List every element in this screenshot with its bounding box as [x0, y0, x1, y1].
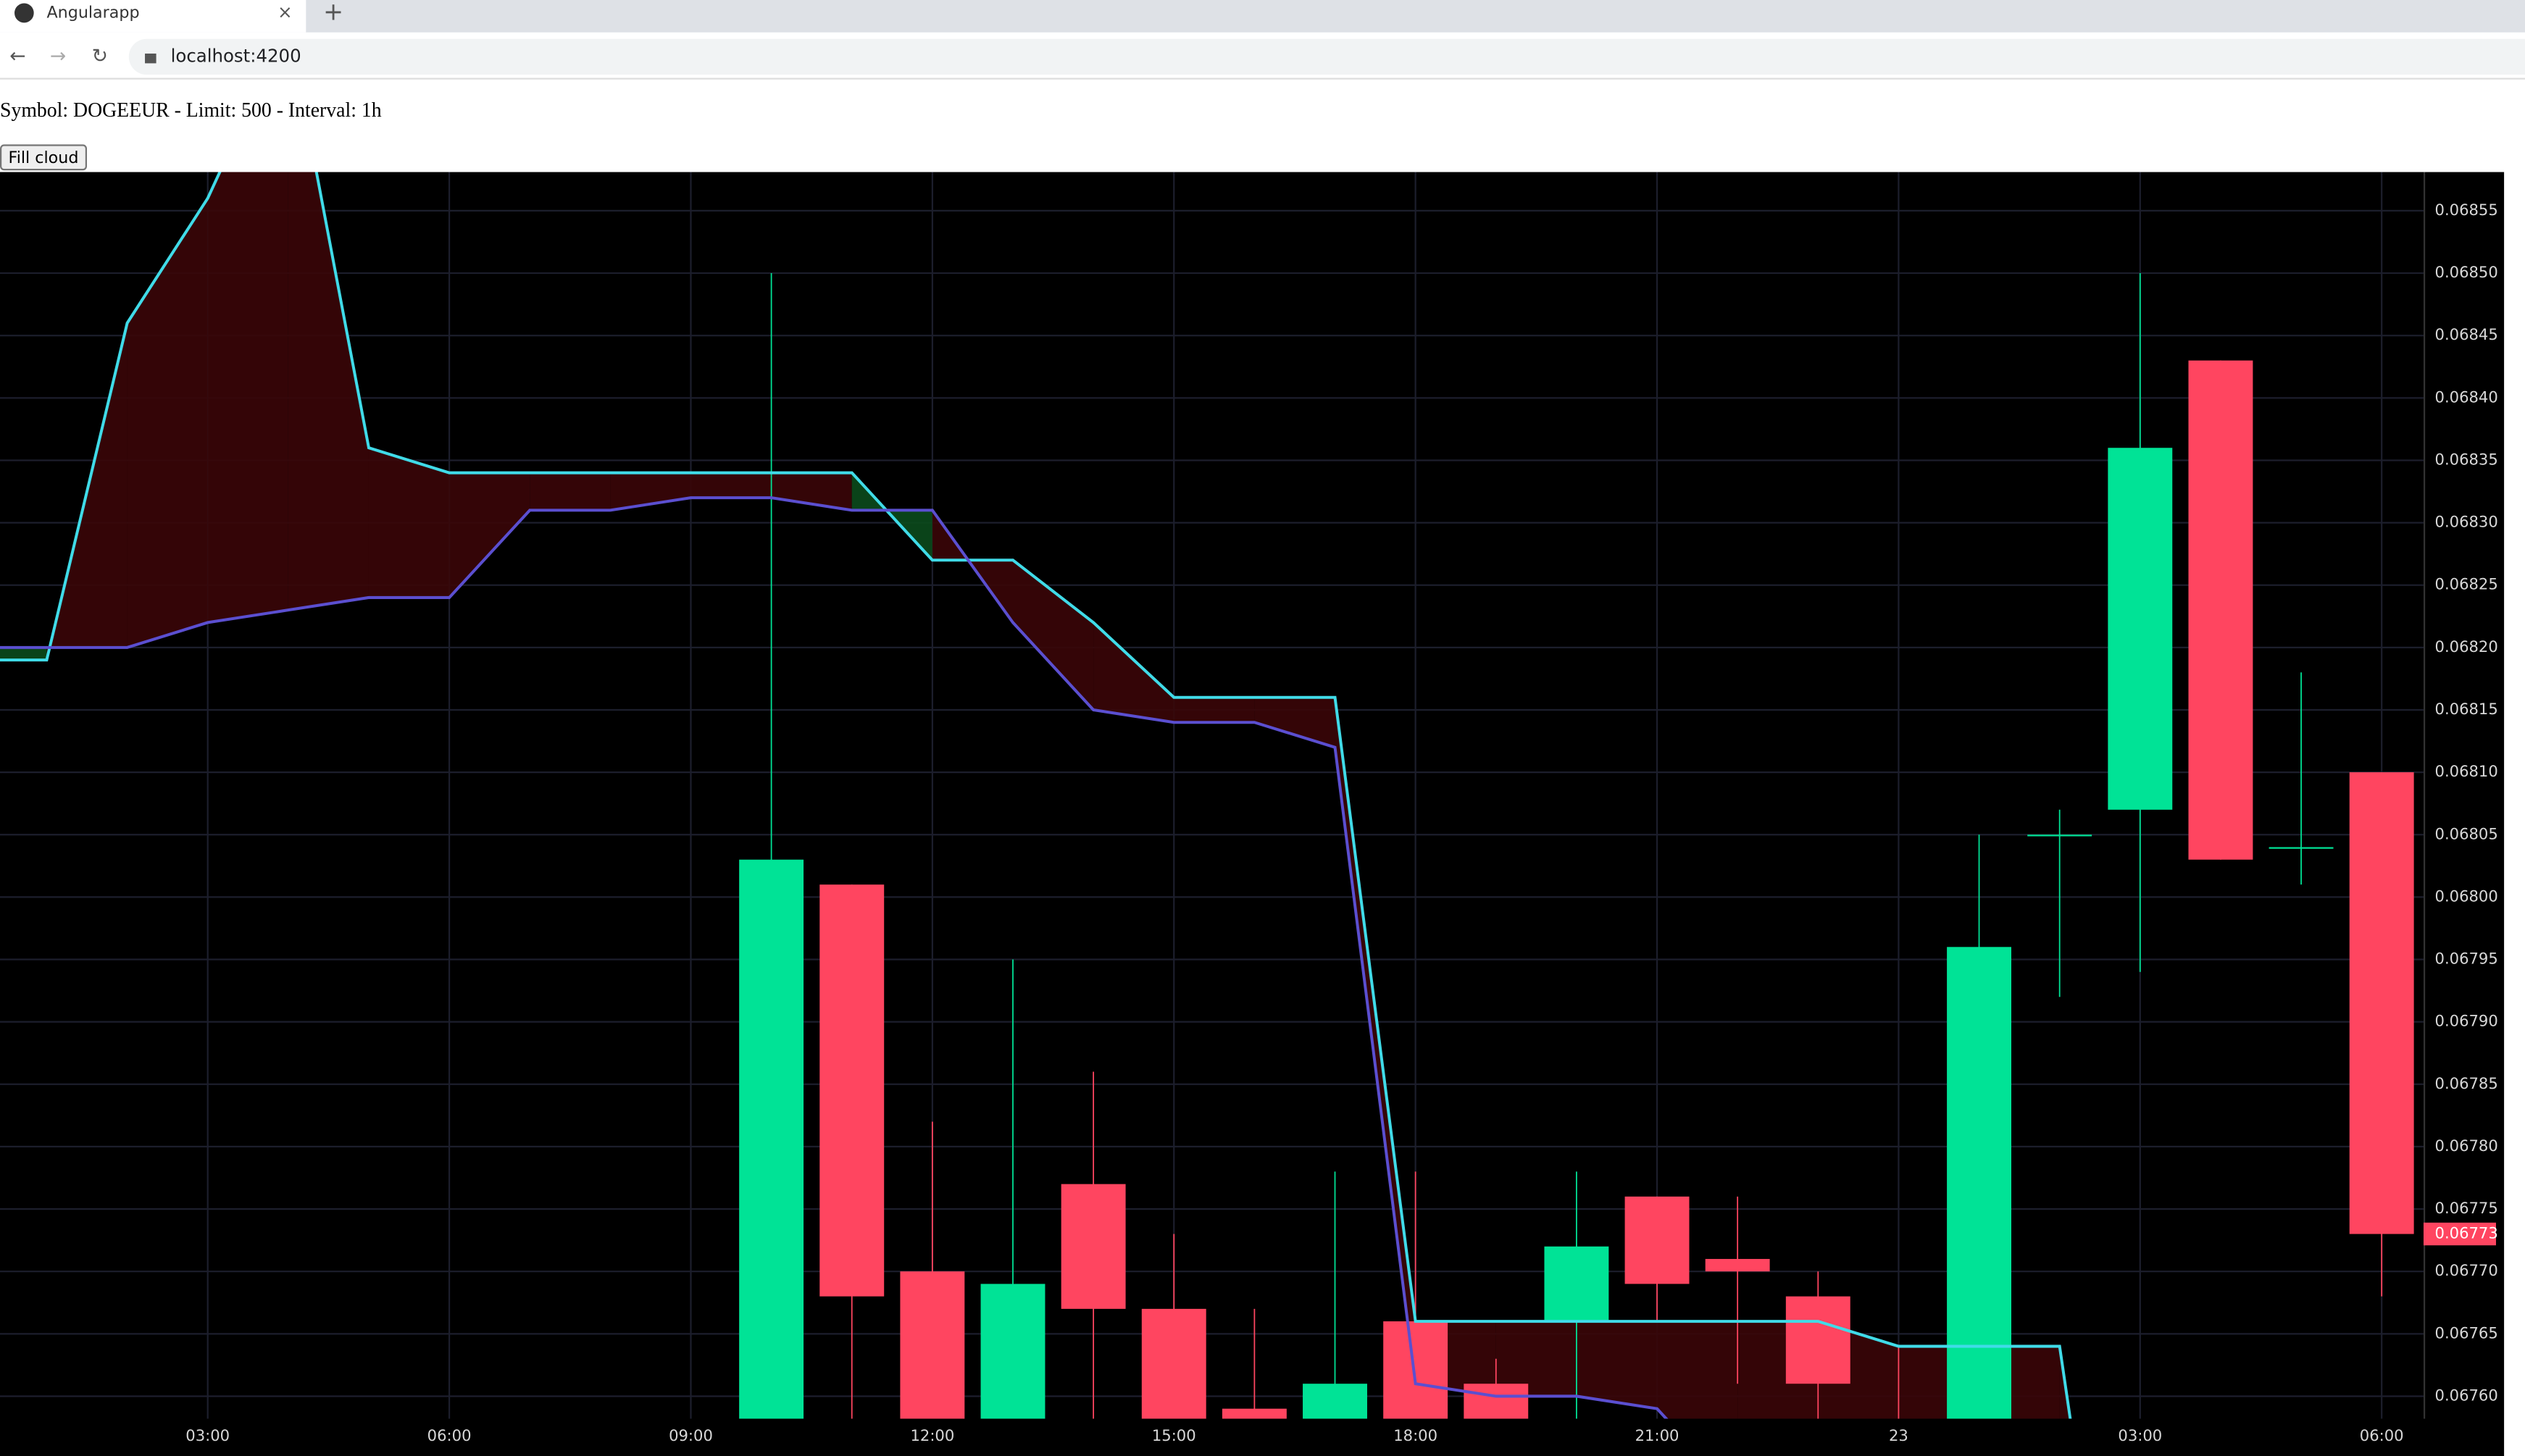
line-series	[0, 496, 1669, 1419]
lock-icon	[145, 53, 156, 64]
candle-body	[1705, 1258, 1770, 1272]
x-tick-label: 09:00	[669, 1426, 713, 1444]
y-tick-label: 0.06775	[2435, 1199, 2498, 1217]
y-tick-label: 0.06765	[2435, 1323, 2498, 1342]
axes: 0.06760 0.06765 0.06770 0.06775 0.06780 0.067…	[185, 201, 2497, 1444]
cloud-fill	[1657, 1321, 1738, 1419]
cloud-fill	[207, 172, 288, 623]
url: localhost:4200	[171, 45, 301, 66]
candle-body	[900, 1271, 965, 1419]
candle-body	[2027, 834, 2092, 837]
cloud-fill	[288, 172, 369, 611]
cloud-fill	[368, 448, 450, 598]
x-tick-label: 15:00	[1152, 1426, 1196, 1444]
cloud-fill	[1013, 560, 1094, 710]
x-tick-label: 03:00	[185, 1426, 230, 1444]
cloud-fill	[1495, 1321, 1577, 1397]
y-tick-label: 0.06800	[2435, 887, 2498, 905]
candle-body	[1383, 1321, 1448, 1419]
y-tick-label: 0.06855	[2435, 201, 2498, 219]
cloud-fill	[1576, 1321, 1658, 1409]
y-tick-label: 0.06760	[2435, 1386, 2498, 1404]
candle-body	[980, 1284, 1046, 1419]
candle-body	[819, 884, 885, 1297]
button-label: Fill cloud	[9, 148, 79, 167]
candle-body	[1141, 1308, 1206, 1419]
candle-body	[2269, 847, 2334, 849]
y-tick-label: 0.06815	[2435, 700, 2498, 718]
candle-body	[2188, 360, 2253, 860]
cloud-fill	[127, 198, 208, 648]
candle-body	[1624, 1196, 1690, 1284]
y-tick-label: 0.06770	[2435, 1261, 2498, 1279]
x-tick-label: 21:00	[1635, 1426, 1679, 1444]
cloud-fill	[1174, 697, 1255, 723]
candle-body	[2108, 448, 2173, 810]
chart-background	[0, 172, 2505, 1456]
y-tick-label: 0.06785	[2435, 1074, 2498, 1092]
line-series	[0, 172, 2072, 1419]
candle-body	[1464, 1384, 1529, 1419]
candle-body	[1061, 1184, 1126, 1309]
last-price-box	[2423, 1222, 2496, 1246]
x-tick-label: 23	[1889, 1426, 1908, 1444]
tab-close[interactable]: ×	[277, 1, 292, 22]
cloud-fill	[1254, 697, 1335, 748]
candle-body	[1947, 947, 2011, 1419]
y-tick-label: 0.06820	[2435, 637, 2498, 656]
x-tick-label: 18:00	[1393, 1426, 1437, 1444]
forward-button[interactable]: →	[50, 45, 66, 67]
candle-body	[2349, 772, 2414, 1234]
plot	[0, 172, 2414, 1419]
x-tick-label: 06:00	[2360, 1426, 2404, 1444]
cloud-fill	[1093, 622, 1174, 723]
y-tick-label: 0.06780	[2435, 1137, 2498, 1155]
cloud-fill	[771, 472, 852, 511]
candle-body	[1303, 1384, 1367, 1419]
last-price-label: 0.06773	[2435, 1223, 2498, 1242]
x-tick-label: 03:00	[2118, 1426, 2162, 1444]
caption: Symbol: DOGEEUR - Limit: 500 - Interval:…	[0, 99, 382, 122]
candle-body	[1222, 1408, 1287, 1419]
y-tick-label: 0.06835	[2435, 450, 2498, 468]
cloud-fill	[449, 472, 530, 598]
cloud-fill	[1335, 697, 1416, 1384]
y-tick-label: 0.06825	[2435, 575, 2498, 593]
y-tick-label: 0.06850	[2435, 263, 2498, 281]
cloud-fill	[2059, 1346, 2140, 1419]
x-tick-label: 06:00	[427, 1426, 472, 1444]
back-button[interactable]: ←	[9, 45, 25, 67]
y-tick-label: 0.06790	[2435, 1012, 2498, 1030]
cloud-fill	[690, 472, 772, 498]
candle-body	[1785, 1296, 1850, 1384]
x-tick-label: 12:00	[910, 1426, 954, 1444]
cloud-fill	[530, 472, 611, 511]
tab[interactable]	[0, 0, 306, 33]
y-tick-label: 0.06845	[2435, 325, 2498, 343]
cloud-fill	[610, 472, 691, 511]
new-tab[interactable]: +	[323, 0, 343, 25]
y-tick-label: 0.06795	[2435, 949, 2498, 967]
y-tick-label: 0.06830	[2435, 513, 2498, 531]
y-tick-label: 0.06810	[2435, 762, 2498, 780]
y-tick-label: 0.06840	[2435, 388, 2498, 406]
y-tick-label: 0.06805	[2435, 824, 2498, 842]
fill-cloud-button[interactable]	[0, 144, 88, 171]
reload-button[interactable]: ↻	[92, 45, 108, 67]
tab-bar	[0, 0, 2525, 33]
tab-title: Angularapp	[46, 3, 139, 22]
candle-body	[1544, 1246, 1609, 1322]
candle-body	[739, 859, 804, 1419]
cloud-fill	[0, 647, 47, 661]
tab-icon	[14, 3, 34, 23]
address-bar[interactable]	[128, 38, 2525, 75]
